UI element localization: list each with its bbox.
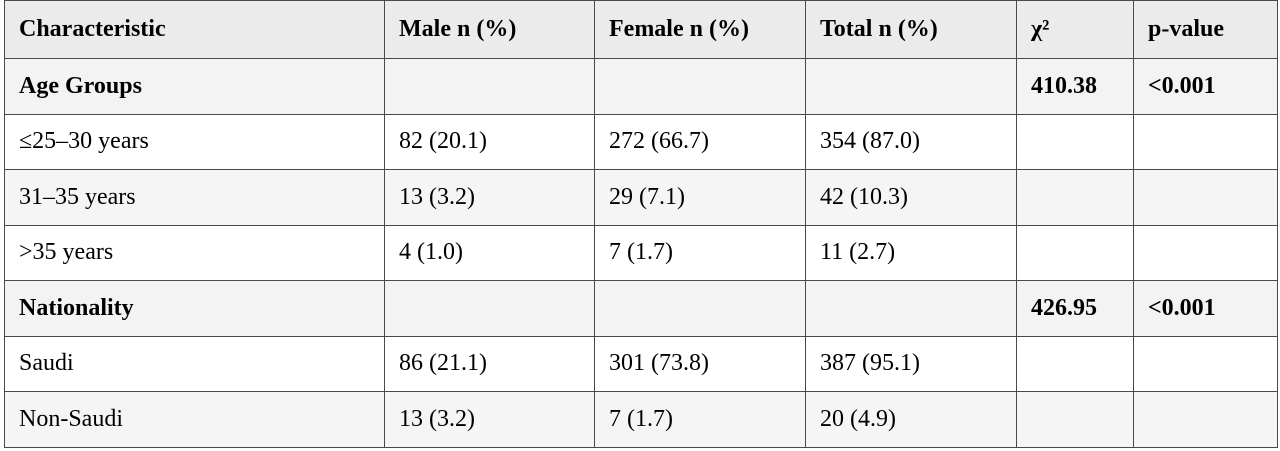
chi-square-cell xyxy=(1016,169,1134,226)
female-cell xyxy=(594,280,806,337)
demographics-table-container: Characteristic Male n (%) Female n (%) T… xyxy=(4,0,1278,448)
total-cell: 387 (95.1) xyxy=(805,335,1017,392)
header-row: Characteristic Male n (%) Female n (%) T… xyxy=(4,0,1278,59)
section-row-age-groups: Age Groups 410.38 <0.001 xyxy=(4,58,1278,115)
total-cell xyxy=(805,280,1017,337)
male-cell: 13 (3.2) xyxy=(384,169,595,226)
p-value-cell xyxy=(1133,335,1278,392)
table-row: >35 years 4 (1.0) 7 (1.7) 11 (2.7) xyxy=(4,224,1278,281)
female-cell: 301 (73.8) xyxy=(594,335,806,392)
total-cell xyxy=(805,58,1017,115)
female-cell: 7 (1.7) xyxy=(594,391,806,448)
p-value-cell xyxy=(1133,169,1278,226)
chi-square-cell xyxy=(1016,224,1134,281)
chi-square-cell xyxy=(1016,391,1134,448)
male-cell xyxy=(384,58,595,115)
table-body: Age Groups 410.38 <0.001 ≤25–30 years 82… xyxy=(4,58,1278,448)
female-cell xyxy=(594,58,806,115)
header-chi-square: χ² xyxy=(1016,0,1134,59)
male-cell: 4 (1.0) xyxy=(384,224,595,281)
male-cell: 13 (3.2) xyxy=(384,391,595,448)
p-value-cell xyxy=(1133,224,1278,281)
row-label: 31–35 years xyxy=(4,169,385,226)
demographics-table: Characteristic Male n (%) Female n (%) T… xyxy=(4,0,1278,448)
male-cell: 82 (20.1) xyxy=(384,113,595,170)
table-row: Saudi 86 (21.1) 301 (73.8) 387 (95.1) xyxy=(4,335,1278,392)
table-row: Non-Saudi 13 (3.2) 7 (1.7) 20 (4.9) xyxy=(4,391,1278,448)
female-cell: 272 (66.7) xyxy=(594,113,806,170)
total-cell: 11 (2.7) xyxy=(805,224,1017,281)
p-value-cell: <0.001 xyxy=(1133,280,1278,337)
header-p-value: p-value xyxy=(1133,0,1278,59)
table-row: 31–35 years 13 (3.2) 29 (7.1) 42 (10.3) xyxy=(4,169,1278,226)
p-value-cell xyxy=(1133,391,1278,448)
table-row: ≤25–30 years 82 (20.1) 272 (66.7) 354 (8… xyxy=(4,113,1278,170)
female-cell: 29 (7.1) xyxy=(594,169,806,226)
p-value-cell xyxy=(1133,113,1278,170)
female-cell: 7 (1.7) xyxy=(594,224,806,281)
p-value-cell: <0.001 xyxy=(1133,58,1278,115)
total-cell: 354 (87.0) xyxy=(805,113,1017,170)
row-label: >35 years xyxy=(4,224,385,281)
row-label: Non-Saudi xyxy=(4,391,385,448)
male-cell xyxy=(384,280,595,337)
row-label: ≤25–30 years xyxy=(4,113,385,170)
chi-square-cell xyxy=(1016,335,1134,392)
table-header: Characteristic Male n (%) Female n (%) T… xyxy=(4,0,1278,59)
header-male: Male n (%) xyxy=(384,0,595,59)
row-label: Nationality xyxy=(4,280,385,337)
row-label: Saudi xyxy=(4,335,385,392)
chi-square-cell: 426.95 xyxy=(1016,280,1134,337)
total-cell: 20 (4.9) xyxy=(805,391,1017,448)
chi-square-cell: 410.38 xyxy=(1016,58,1134,115)
header-total: Total n (%) xyxy=(805,0,1017,59)
chi-square-cell xyxy=(1016,113,1134,170)
total-cell: 42 (10.3) xyxy=(805,169,1017,226)
male-cell: 86 (21.1) xyxy=(384,335,595,392)
section-row-nationality: Nationality 426.95 <0.001 xyxy=(4,280,1278,337)
header-characteristic: Characteristic xyxy=(4,0,385,59)
header-female: Female n (%) xyxy=(594,0,806,59)
row-label: Age Groups xyxy=(4,58,385,115)
